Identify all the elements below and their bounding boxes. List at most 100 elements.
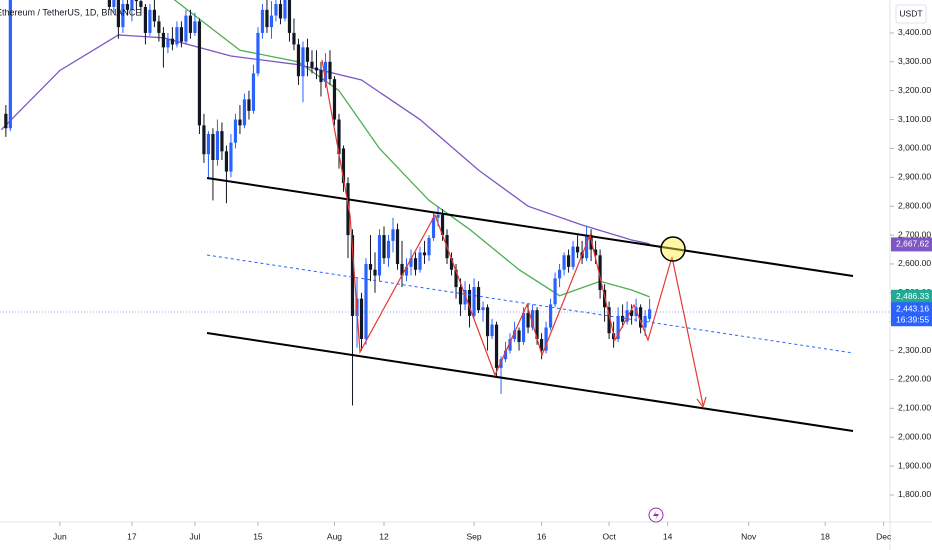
candle-body <box>175 27 179 45</box>
candle-body <box>287 0 292 33</box>
candle-body <box>368 263 373 270</box>
currency-box <box>895 4 927 24</box>
candle-body <box>278 4 283 19</box>
y-tick-label: 3,300.00 <box>898 56 931 66</box>
candle-body <box>215 131 220 160</box>
candle-body <box>404 266 409 276</box>
candle-body <box>184 15 188 42</box>
candle-body <box>557 269 562 279</box>
y-tick-label: 2,600.00 <box>898 258 931 268</box>
candle-body <box>494 324 499 368</box>
candle-body <box>152 9 157 22</box>
candle-body <box>553 278 557 305</box>
candle-body <box>4 113 8 129</box>
drawings <box>206 59 854 523</box>
candle-body <box>305 47 310 62</box>
candle-body <box>206 133 211 155</box>
candle-body <box>391 229 395 241</box>
candle-body <box>458 287 463 305</box>
candle-body <box>350 235 355 316</box>
candle-body <box>269 15 274 28</box>
candle-body <box>643 315 647 328</box>
y-tick-label: 2,200.00 <box>898 374 931 384</box>
x-tick-label: 18 <box>820 531 830 541</box>
candle-body <box>116 0 120 28</box>
candle-body <box>517 330 521 342</box>
lower-trendline <box>206 332 854 432</box>
candle-body <box>436 214 440 218</box>
candle-body <box>575 246 580 253</box>
x-tick-label: 16 <box>537 531 547 541</box>
candle-body <box>265 9 269 28</box>
chart-title: Ethereum / TetherUS, 1D, BINANCE <box>0 7 141 17</box>
candle-body <box>8 0 12 129</box>
candle-body <box>256 32 260 74</box>
candle-body <box>382 235 386 259</box>
candle-body <box>571 246 575 267</box>
candle-body <box>139 1 143 7</box>
candle-body <box>373 269 377 276</box>
candle-body <box>193 21 197 33</box>
candle-body <box>359 298 364 340</box>
candle-body <box>301 47 305 77</box>
x-tick-label: Dec <box>876 531 892 541</box>
event-bolt <box>653 510 659 520</box>
arrow-head <box>696 396 707 409</box>
candle-body <box>121 4 125 28</box>
candle-body <box>229 142 233 172</box>
y-tick-label: 1,900.00 <box>898 460 931 470</box>
candle-body <box>616 315 620 340</box>
candle-body <box>292 32 296 45</box>
y-tick-label: 2,100.00 <box>898 403 931 413</box>
candle-body <box>593 249 598 256</box>
price-label: 2,443.16 <box>896 303 929 313</box>
candle-body <box>161 32 166 48</box>
candle-body <box>598 255 602 290</box>
target-circle <box>660 236 686 262</box>
candle-body <box>625 310 629 322</box>
y-tick-label: 2,900.00 <box>898 172 931 182</box>
candle-body <box>409 258 413 267</box>
candle-body <box>179 27 184 42</box>
candle-body <box>639 307 643 328</box>
x-tick-label: Aug <box>327 531 342 541</box>
candle-body <box>544 327 548 351</box>
candle-body <box>242 99 247 126</box>
candle-body <box>377 235 382 276</box>
candle-body <box>274 4 278 16</box>
y-tick-label: 3,100.00 <box>898 114 931 124</box>
x-tick-label: Sep <box>466 531 481 541</box>
candle-body <box>526 313 530 328</box>
candle-body <box>422 252 427 256</box>
candle-body <box>449 258 454 270</box>
candle-body <box>130 0 134 10</box>
currency: USDT <box>899 8 922 18</box>
candle-body <box>238 119 242 126</box>
candle-body <box>607 307 611 334</box>
candle-body <box>431 217 436 238</box>
candle-body <box>107 0 111 7</box>
mid-trendline <box>206 254 854 354</box>
candle-body <box>364 263 368 340</box>
candle-body <box>323 61 328 83</box>
candle-body <box>337 119 341 155</box>
candle-body <box>566 255 571 267</box>
candle-body <box>310 61 314 68</box>
candle-body <box>508 339 512 351</box>
x-tick-label: Oct <box>602 531 616 541</box>
candle-body <box>220 131 224 152</box>
x-tick-label: 17 <box>127 531 137 541</box>
candle-body <box>332 79 337 120</box>
price-label-box <box>891 237 932 252</box>
y-tick-label: 2,000.00 <box>898 431 931 441</box>
candle-body <box>251 73 256 111</box>
candle-body <box>296 44 301 77</box>
candle-body <box>467 289 472 316</box>
candle-body <box>485 307 490 337</box>
candle-body <box>341 148 346 184</box>
x-tick-label: Jun <box>53 531 67 541</box>
candle-body <box>413 258 418 270</box>
y-tick-label: 1,800.00 <box>898 489 931 499</box>
